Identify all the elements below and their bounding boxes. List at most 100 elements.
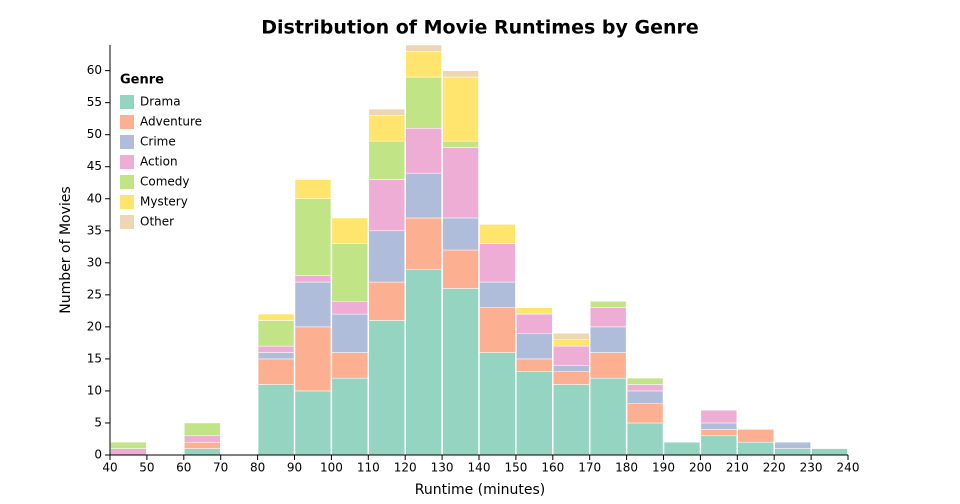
bar-segment [442,288,479,456]
bar-segment [589,377,627,456]
x-tick-label: 230 [800,461,823,475]
y-tick-label: 60 [87,63,102,77]
y-tick-label: 35 [87,223,102,237]
bar-segment [184,435,221,443]
bar-segment [257,313,295,321]
x-tick-label: 70 [213,461,228,475]
legend-swatch [120,115,134,129]
bar-segment [479,281,516,308]
bar-segment [405,76,442,129]
x-tick-label: 240 [837,461,860,475]
bar-segment [442,147,479,219]
bar-segment [774,448,811,456]
bar-segment [700,429,738,437]
bar-segment [184,441,221,449]
legend-label: Crime [140,135,176,149]
chart-title: Distribution of Movie Runtimes by Genre [261,17,699,39]
bar-segment [294,275,332,283]
legend-label: Adventure [140,115,202,129]
legend-swatch [120,215,134,229]
x-tick-label: 120 [394,461,417,475]
y-tick-label: 20 [87,319,102,333]
x-tick-label: 80 [250,461,265,475]
bar-segment [110,441,147,449]
x-tick-label: 150 [504,461,527,475]
y-tick-label: 55 [87,95,102,109]
bar-segment [442,249,479,289]
bar-segment [516,307,553,315]
bar-segment [626,422,664,456]
bar-segment [589,326,627,353]
bar-segment [331,313,369,353]
legend-title: Genre [120,73,164,88]
bar-segment [626,377,664,385]
x-tick-label: 110 [357,461,380,475]
bar-segment [257,358,295,385]
bar-segment [368,108,405,116]
bar-segment [405,217,442,270]
y-tick-label: 0 [94,448,102,462]
bar-segment [553,365,590,372]
bar-segment [331,217,369,244]
bar-segment [553,333,590,340]
legend-label: Comedy [140,175,190,189]
y-axis-label: Number of Movies [58,186,74,313]
legend-label: Other [140,215,174,229]
y-tick-label: 25 [87,287,102,301]
x-tick-label: 130 [431,461,454,475]
x-tick-label: 200 [689,461,712,475]
legend-label: Action [140,155,178,169]
x-tick-label: 100 [320,461,343,475]
y-tick-label: 10 [87,383,102,397]
bar-segment [553,339,590,347]
legend-label: Mystery [140,195,188,209]
bar-segment [589,307,627,328]
bar-segment [774,441,811,449]
legend-swatch [120,95,134,109]
x-tick-label: 160 [541,461,564,475]
bar-segment [553,384,590,456]
bar-segment [589,301,627,308]
bar-segment [737,429,774,443]
bar-segment [516,371,553,456]
bar-segment [442,217,479,251]
bar-segment [331,243,369,302]
y-tick-label: 30 [87,255,102,269]
bar-segment [368,230,405,283]
y-tick-label: 50 [87,127,102,141]
bar-segment [737,441,774,456]
bar-segment [184,422,221,437]
bar-segment [442,140,479,148]
bar-segment [294,390,332,456]
bar-segment [294,281,332,328]
bar-segment [663,441,701,456]
bar-segment [368,281,405,321]
bar-segment [368,115,405,142]
x-tick-label: 60 [176,461,191,475]
bar-segment [405,172,442,219]
y-tick-label: 5 [94,415,102,429]
bar-segment [368,320,405,456]
bar-segment [257,320,295,347]
y-tick-label: 40 [87,191,102,205]
legend-swatch [120,135,134,149]
bar-segment [257,352,295,360]
bar-segment [331,377,369,456]
x-tick-label: 170 [578,461,601,475]
bar-segment [700,409,738,424]
legend-label: Drama [140,95,181,109]
x-tick-label: 50 [139,461,154,475]
legend-swatch [120,175,134,189]
bar-segment [368,140,405,180]
x-tick-label: 180 [615,461,638,475]
bar-segment [626,403,664,424]
bar-segment [516,358,553,372]
bar-segment [294,198,332,276]
bar-segment [110,448,147,456]
bar-segment [479,307,516,353]
bar-segment [442,70,479,78]
x-tick-label: 220 [763,461,786,475]
x-tick-label: 210 [726,461,749,475]
bar-segment [294,179,332,199]
